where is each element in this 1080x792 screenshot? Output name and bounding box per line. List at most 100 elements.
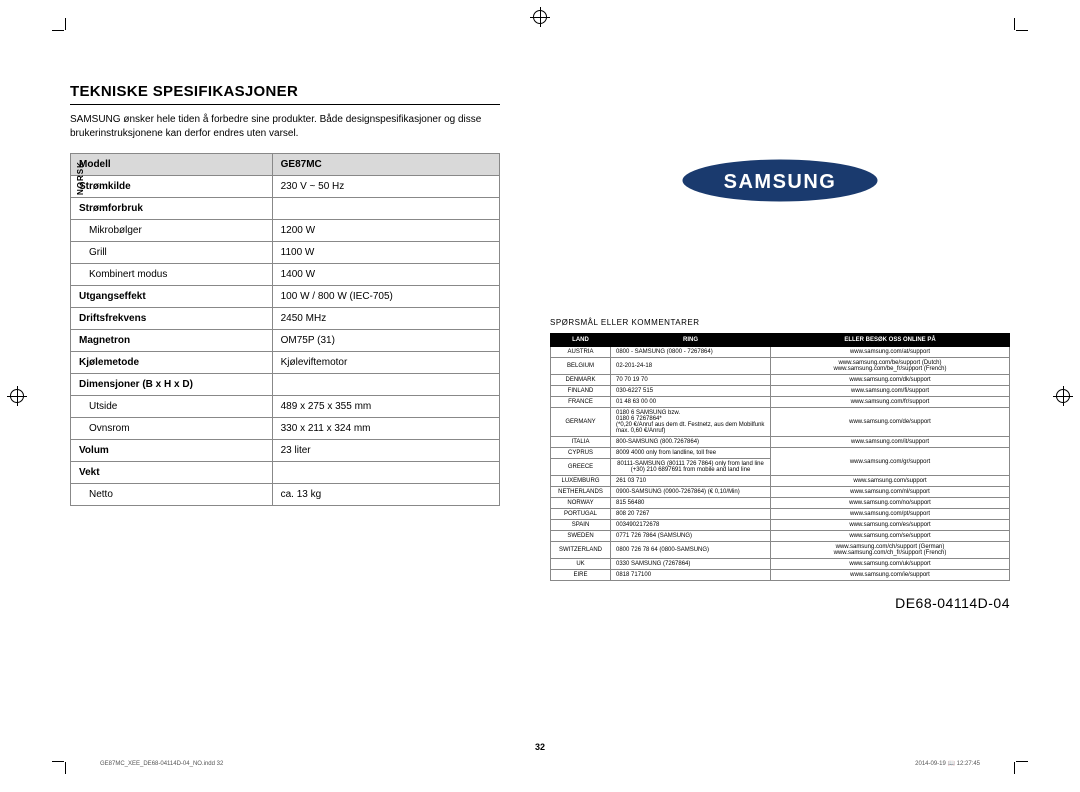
contact-phone: 80111-SAMSUNG (80111 726 7864) only from… [611,459,771,476]
contact-phone: 0771 726 7864 (SAMSUNG) [611,531,771,542]
spec-value: 100 W / 800 W (IEC-705) [272,286,499,308]
contact-url: www.samsung.com/gr/support [771,448,1010,476]
contact-url: www.samsung.com/es/support [771,520,1010,531]
contact-phone: 815 56480 [611,498,771,509]
spec-label: Vekt [71,462,273,484]
table-row: Strømkilde230 V ~ 50 Hz [71,176,500,198]
spec-value: 489 x 275 x 355 mm [272,396,499,418]
contact-url: www.samsung.com/it/support [771,437,1010,448]
table-row: NORWAY815 56480www.samsung.com/no/suppor… [551,498,1010,509]
spec-label: Strømkilde [71,176,273,198]
spec-label: Utside [71,396,273,418]
table-row: SWEDEN0771 726 7864 (SAMSUNG)www.samsung… [551,531,1010,542]
table-row: Vekt [71,462,500,484]
svg-text:SAMSUNG: SAMSUNG [724,171,837,193]
table-row: KjølemetodeKjøleviftemotor [71,352,500,374]
contact-url: www.samsung.com/uk/support [771,559,1010,570]
left-column: TEKNISKE SPESIFIKASJONER SAMSUNG ønsker … [70,38,500,611]
contact-country: FINLAND [551,386,611,397]
contact-url: www.samsung.com/no/support [771,498,1010,509]
contact-phone: 0800 726 78 64 (0800-SAMSUNG) [611,542,771,559]
contact-phone: 030-6227 515 [611,386,771,397]
contact-url: www.samsung.com/fr/support [771,397,1010,408]
contact-country: PORTUGAL [551,509,611,520]
spec-label: Dimensjoner (B x H x D) [71,374,273,396]
spec-header-model: Modell [71,154,273,176]
logo-svg: SAMSUNG [680,158,880,203]
support-title: SPØRSMÅL ELLER KOMMENTARER [550,318,1010,327]
spec-label: Netto [71,484,273,506]
right-column: SAMSUNG SPØRSMÅL ELLER KOMMENTARER LAND … [550,38,1010,611]
table-row: Strømforbruk [71,198,500,220]
table-row: FRANCE01 48 63 00 00www.samsung.com/fr/s… [551,397,1010,408]
contact-url: www.samsung.com/dk/support [771,375,1010,386]
intro-text: SAMSUNG ønsker hele tiden å forbedre sin… [70,113,500,141]
table-row: LUXEMBURG261 03 710www.samsung.com/suppo… [551,476,1010,487]
table-row: Ovnsrom330 x 211 x 324 mm [71,418,500,440]
contact-url: www.samsung.com/be/support (Dutch) www.s… [771,358,1010,375]
contact-country: UK [551,559,611,570]
table-row: SWITZERLAND0800 726 78 64 (0800-SAMSUNG)… [551,542,1010,559]
spec-label: Ovnsrom [71,418,273,440]
contact-phone: 02-201-24-18 [611,358,771,375]
footer-timestamp: 2014-09-19 📖 12:27:45 [915,760,980,767]
footer-filename: GE87MC_XEE_DE68-04114D-04_NO.indd 32 [100,761,223,767]
table-row: Volum23 liter [71,440,500,462]
contact-header-country: LAND [551,334,611,347]
table-row: MagnetronOM75P (31) [71,330,500,352]
table-row: CYPRUS8009 4000 only from landline, toll… [551,448,1010,459]
spec-label: Driftsfrekvens [71,308,273,330]
contact-country: ITALIA [551,437,611,448]
table-row: SPAIN0034902172678www.samsung.com/es/sup… [551,520,1010,531]
table-row: BELGIUM02-201-24-18www.samsung.com/be/su… [551,358,1010,375]
contact-country: SPAIN [551,520,611,531]
spec-label: Grill [71,242,273,264]
spec-value [272,374,499,396]
contact-phone: 0330 SAMSUNG (7267864) [611,559,771,570]
spec-label: Kjølemetode [71,352,273,374]
contact-country: BELGIUM [551,358,611,375]
table-row: NETHERLANDS0900-SAMSUNG (0900-7267864) (… [551,487,1010,498]
contact-url: www.samsung.com/fi/support [771,386,1010,397]
spec-value: 1100 W [272,242,499,264]
contact-phone: 0818 717100 [611,570,771,581]
table-row: Nettoca. 13 kg [71,484,500,506]
table-row: Utside489 x 275 x 355 mm [71,396,500,418]
spec-value: Kjøleviftemotor [272,352,499,374]
spec-value: 2450 MHz [272,308,499,330]
contact-country: GREECE [551,459,611,476]
contact-phone: 800-SAMSUNG (800.7267864) [611,437,771,448]
samsung-logo: SAMSUNG [550,158,1010,208]
table-row: Grill1100 W [71,242,500,264]
contact-country: LUXEMBURG [551,476,611,487]
table-row: ITALIA800-SAMSUNG (800.7267864)www.samsu… [551,437,1010,448]
spec-label: Kombinert modus [71,264,273,286]
contact-phone: 01 48 63 00 00 [611,397,771,408]
contact-country: CYPRUS [551,448,611,459]
spec-value: 1200 W [272,220,499,242]
table-row: DENMARK70 70 19 70www.samsung.com/dk/sup… [551,375,1010,386]
table-row: GERMANY0180 6 SAMSUNG bzw. 0180 6 726786… [551,408,1010,437]
contact-header-phone: RING [611,334,771,347]
spec-label: Mikrobølger [71,220,273,242]
spec-value: 23 liter [272,440,499,462]
contact-url: www.samsung.com/pt/support [771,509,1010,520]
contact-country: SWEDEN [551,531,611,542]
table-row: FINLAND030-6227 515www.samsung.com/fi/su… [551,386,1010,397]
table-row: EIRE0818 717100www.samsung.com/ie/suppor… [551,570,1010,581]
contact-country: NORWAY [551,498,611,509]
contact-phone: 0034902172678 [611,520,771,531]
table-row: AUSTRIA0800 - SAMSUNG (0800 - 7267864)ww… [551,347,1010,358]
spec-value [272,198,499,220]
contact-country: DENMARK [551,375,611,386]
contact-country: GERMANY [551,408,611,437]
spec-label: Utgangseffekt [71,286,273,308]
spec-label: Magnetron [71,330,273,352]
section-title: TEKNISKE SPESIFIKASJONER [70,83,500,105]
contact-phone: 0180 6 SAMSUNG bzw. 0180 6 7267864* (*0,… [611,408,771,437]
document-page: TEKNISKE SPESIFIKASJONER SAMSUNG ønsker … [0,0,1080,636]
page-number: 32 [535,742,545,752]
contact-url: www.samsung.com/ie/support [771,570,1010,581]
contact-url: www.samsung.com/de/support [771,408,1010,437]
contact-phone: 261 03 710 [611,476,771,487]
